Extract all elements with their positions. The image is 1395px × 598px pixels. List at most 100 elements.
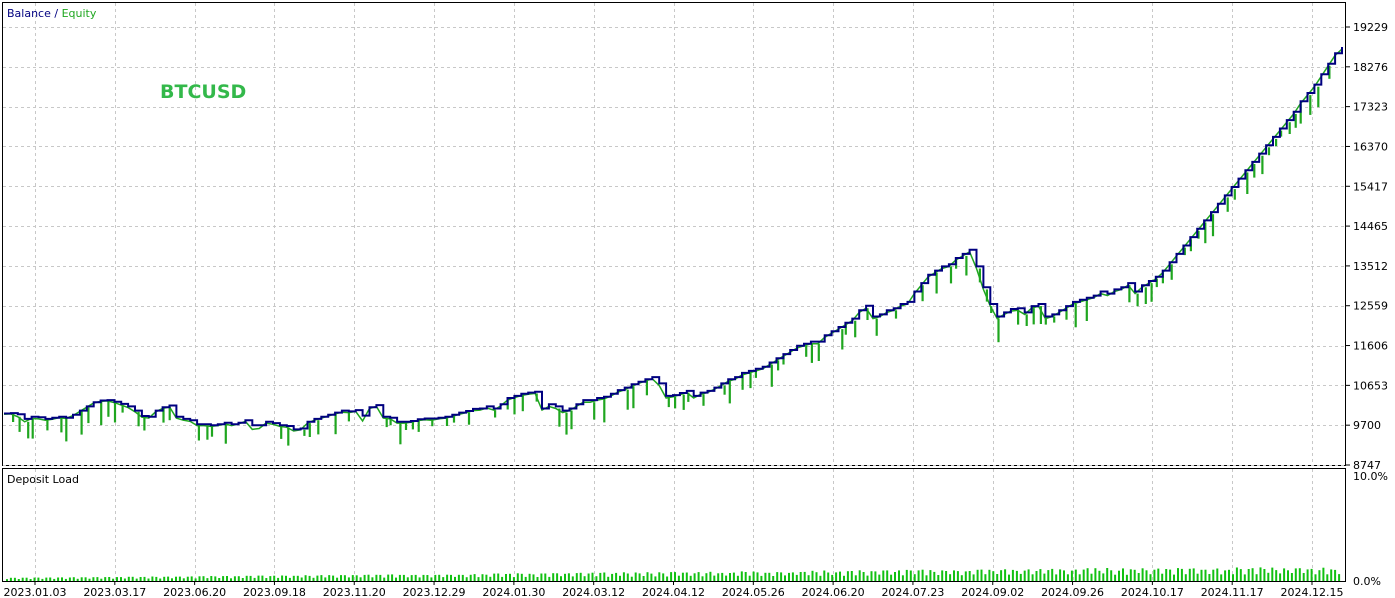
deposit-load-bar: [964, 571, 967, 581]
deposit-load-bar: [1192, 568, 1195, 581]
x-tick-label: 2023.06.20: [163, 586, 226, 598]
deposit-load-bar: [53, 578, 56, 581]
deposit-load-bar: [1043, 573, 1046, 581]
deposit-load-bar: [815, 572, 818, 581]
deposit-load-bar: [88, 578, 91, 581]
deposit-load-bar: [1279, 573, 1282, 581]
deposit-load-bar: [544, 573, 547, 581]
deposit-load-bar: [976, 569, 979, 581]
deposit-load-bar: [147, 578, 150, 581]
deposit-load-bar: [579, 572, 582, 581]
deposit-load-bar: [17, 579, 20, 581]
deposit-load-bar: [312, 577, 315, 581]
deposit-load-bar: [434, 574, 437, 581]
deposit-load-bar: [528, 573, 531, 581]
deposit-load-bar: [9, 577, 12, 581]
deposit-load-bar: [143, 576, 146, 581]
deposit-load-bar: [116, 577, 118, 581]
deposit-load-bar: [1287, 570, 1289, 581]
deposit-load-bar: [1232, 574, 1234, 581]
deposit-load-bar: [80, 577, 83, 581]
deposit-load-bar: [96, 577, 99, 581]
date-axis: 2023.01.03 2023.03.17 2023.06.20 2023.09.18…: [4, 581, 1343, 598]
deposit-load-bar: [905, 569, 908, 581]
deposit-load-bar: [383, 577, 386, 581]
deposit-load-bar: [933, 571, 936, 581]
deposit-load-bar: [343, 575, 346, 581]
y-tick-label: 16370: [1353, 140, 1388, 153]
deposit-load-bar: [1294, 568, 1297, 581]
deposit-load-bar: [1082, 569, 1085, 581]
deposit-load-bar: [1094, 568, 1097, 581]
deposit-y-tick-label: 0.0%: [1353, 575, 1381, 588]
deposit-load-bar: [21, 577, 24, 581]
deposit-load-bar: [355, 575, 358, 581]
deposit-load-bar: [748, 575, 751, 581]
deposit-load-bar: [1228, 569, 1230, 581]
deposit-load-bar: [784, 575, 786, 581]
y-tick-label: 11606: [1353, 340, 1388, 353]
deposit-load-bar: [512, 577, 515, 581]
deposit-load-bar: [182, 578, 185, 581]
deposit-load-bar: [1023, 570, 1026, 581]
deposit-load-bar: [340, 575, 342, 581]
deposit-load-bar: [1196, 573, 1199, 581]
deposit-load-bar: [929, 570, 932, 581]
y-tick-label: 12559: [1353, 300, 1388, 313]
deposit-load-bar: [1047, 570, 1050, 581]
deposit-load-bar: [1137, 573, 1140, 581]
deposit-load-bar: [681, 572, 684, 581]
deposit-load-bar: [509, 573, 511, 581]
deposit-load-bar: [556, 573, 559, 581]
deposit-load-bar: [996, 574, 999, 581]
deposit-load-bar: [536, 577, 539, 581]
deposit-load-bar: [909, 570, 912, 581]
deposit-load-bar: [949, 574, 952, 581]
deposit-load-bar: [685, 572, 688, 581]
deposit-load-bar: [324, 577, 327, 581]
deposit-load-bar: [866, 575, 869, 581]
deposit-load-bar: [233, 576, 236, 581]
deposit-load-bar: [1173, 574, 1175, 581]
deposit-load-bar: [850, 571, 853, 581]
deposit-load-bar: [214, 576, 217, 581]
deposit-load-bar: [398, 574, 401, 581]
deposit-load-bar: [1019, 573, 1022, 581]
deposit-load-bar: [516, 573, 519, 581]
deposit-load-bar: [925, 575, 928, 581]
deposit-load-bar: [591, 572, 594, 581]
deposit-load-bar: [894, 572, 896, 581]
deposit-load-bar: [587, 573, 590, 581]
x-tick-label: 2023.01.03: [4, 586, 67, 598]
deposit-load-bar: [1027, 569, 1030, 581]
y-tick-label: 19229: [1353, 21, 1388, 34]
deposit-load-bar: [84, 577, 87, 581]
deposit-load-bars: [6, 567, 1341, 581]
deposit-load-bar: [473, 574, 476, 581]
deposit-load-bar: [1004, 569, 1007, 581]
x-tick-label: 2024.11.17: [1201, 586, 1264, 598]
deposit-load-bar: [1122, 568, 1124, 581]
deposit-load-bar: [1208, 574, 1211, 581]
deposit-load-bar: [1035, 571, 1038, 581]
deposit-load-bar: [198, 576, 201, 581]
deposit-load-bar: [1000, 570, 1003, 581]
deposit-load-bar: [210, 576, 213, 581]
deposit-load-bar: [68, 577, 71, 581]
deposit-load-bar: [1180, 568, 1183, 581]
deposit-load-bar: [1259, 567, 1262, 581]
y-tick-label: 17323: [1353, 101, 1388, 114]
deposit-load-bar: [222, 576, 225, 581]
deposit-load-bar: [292, 575, 295, 581]
deposit-load-bar: [1283, 568, 1286, 581]
deposit-load-bar: [253, 577, 256, 581]
deposit-load-bar: [583, 576, 586, 581]
deposit-load-bar: [571, 576, 574, 581]
deposit-load-bar: [485, 574, 488, 581]
deposit-load-bar: [560, 576, 562, 581]
deposit-load-bar: [654, 576, 657, 581]
deposit-load-bar: [163, 576, 166, 581]
deposit-load-bar: [1153, 569, 1156, 581]
deposit-load-bar: [395, 577, 397, 581]
deposit-load-bar: [619, 575, 621, 581]
